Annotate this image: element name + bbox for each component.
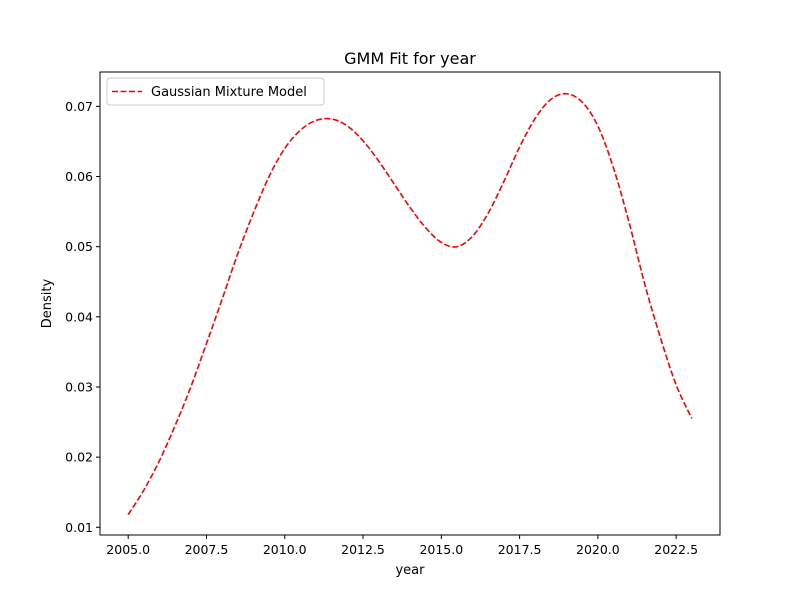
chart-title: GMM Fit for year bbox=[344, 49, 476, 68]
y-tick-label: 0.04 bbox=[65, 309, 93, 324]
plot-area bbox=[99, 71, 721, 536]
series-line-gaussian-mixture-model bbox=[127, 92, 693, 516]
x-axis-label: year bbox=[395, 563, 425, 578]
x-tick-label: 2007.5 bbox=[185, 542, 229, 557]
x-tick-label: 2022.5 bbox=[654, 542, 698, 557]
y-tick-label: 0.06 bbox=[65, 169, 93, 184]
y-tick-label: 0.01 bbox=[65, 520, 93, 535]
x-tick-label: 2017.5 bbox=[498, 542, 542, 557]
x-axis: 2005.0 2007.5 2010.0 2012.5 2015.0 2017.5 2020… bbox=[106, 535, 698, 557]
x-tick-label: 2012.5 bbox=[341, 542, 385, 557]
x-tick-label: 2010.0 bbox=[263, 542, 307, 557]
legend-label: Gaussian Mixture Model bbox=[151, 85, 307, 100]
y-tick-label: 0.02 bbox=[65, 450, 93, 465]
y-axis-label: Density bbox=[40, 278, 55, 328]
y-axis: 0.01 0.02 0.03 0.04 0.05 0.06 0.07 bbox=[65, 99, 100, 535]
y-tick-label: 0.05 bbox=[65, 239, 93, 254]
legend-box bbox=[106, 77, 325, 106]
y-tick-label: 0.03 bbox=[65, 379, 93, 394]
x-tick-label: 2015.0 bbox=[419, 542, 463, 557]
x-tick-label: 2020.0 bbox=[576, 542, 620, 557]
y-tick-label: 0.07 bbox=[65, 99, 93, 114]
series-layer bbox=[127, 92, 693, 516]
legend: Gaussian Mixture Model bbox=[106, 77, 325, 106]
x-tick-label: 2005.0 bbox=[106, 542, 150, 557]
